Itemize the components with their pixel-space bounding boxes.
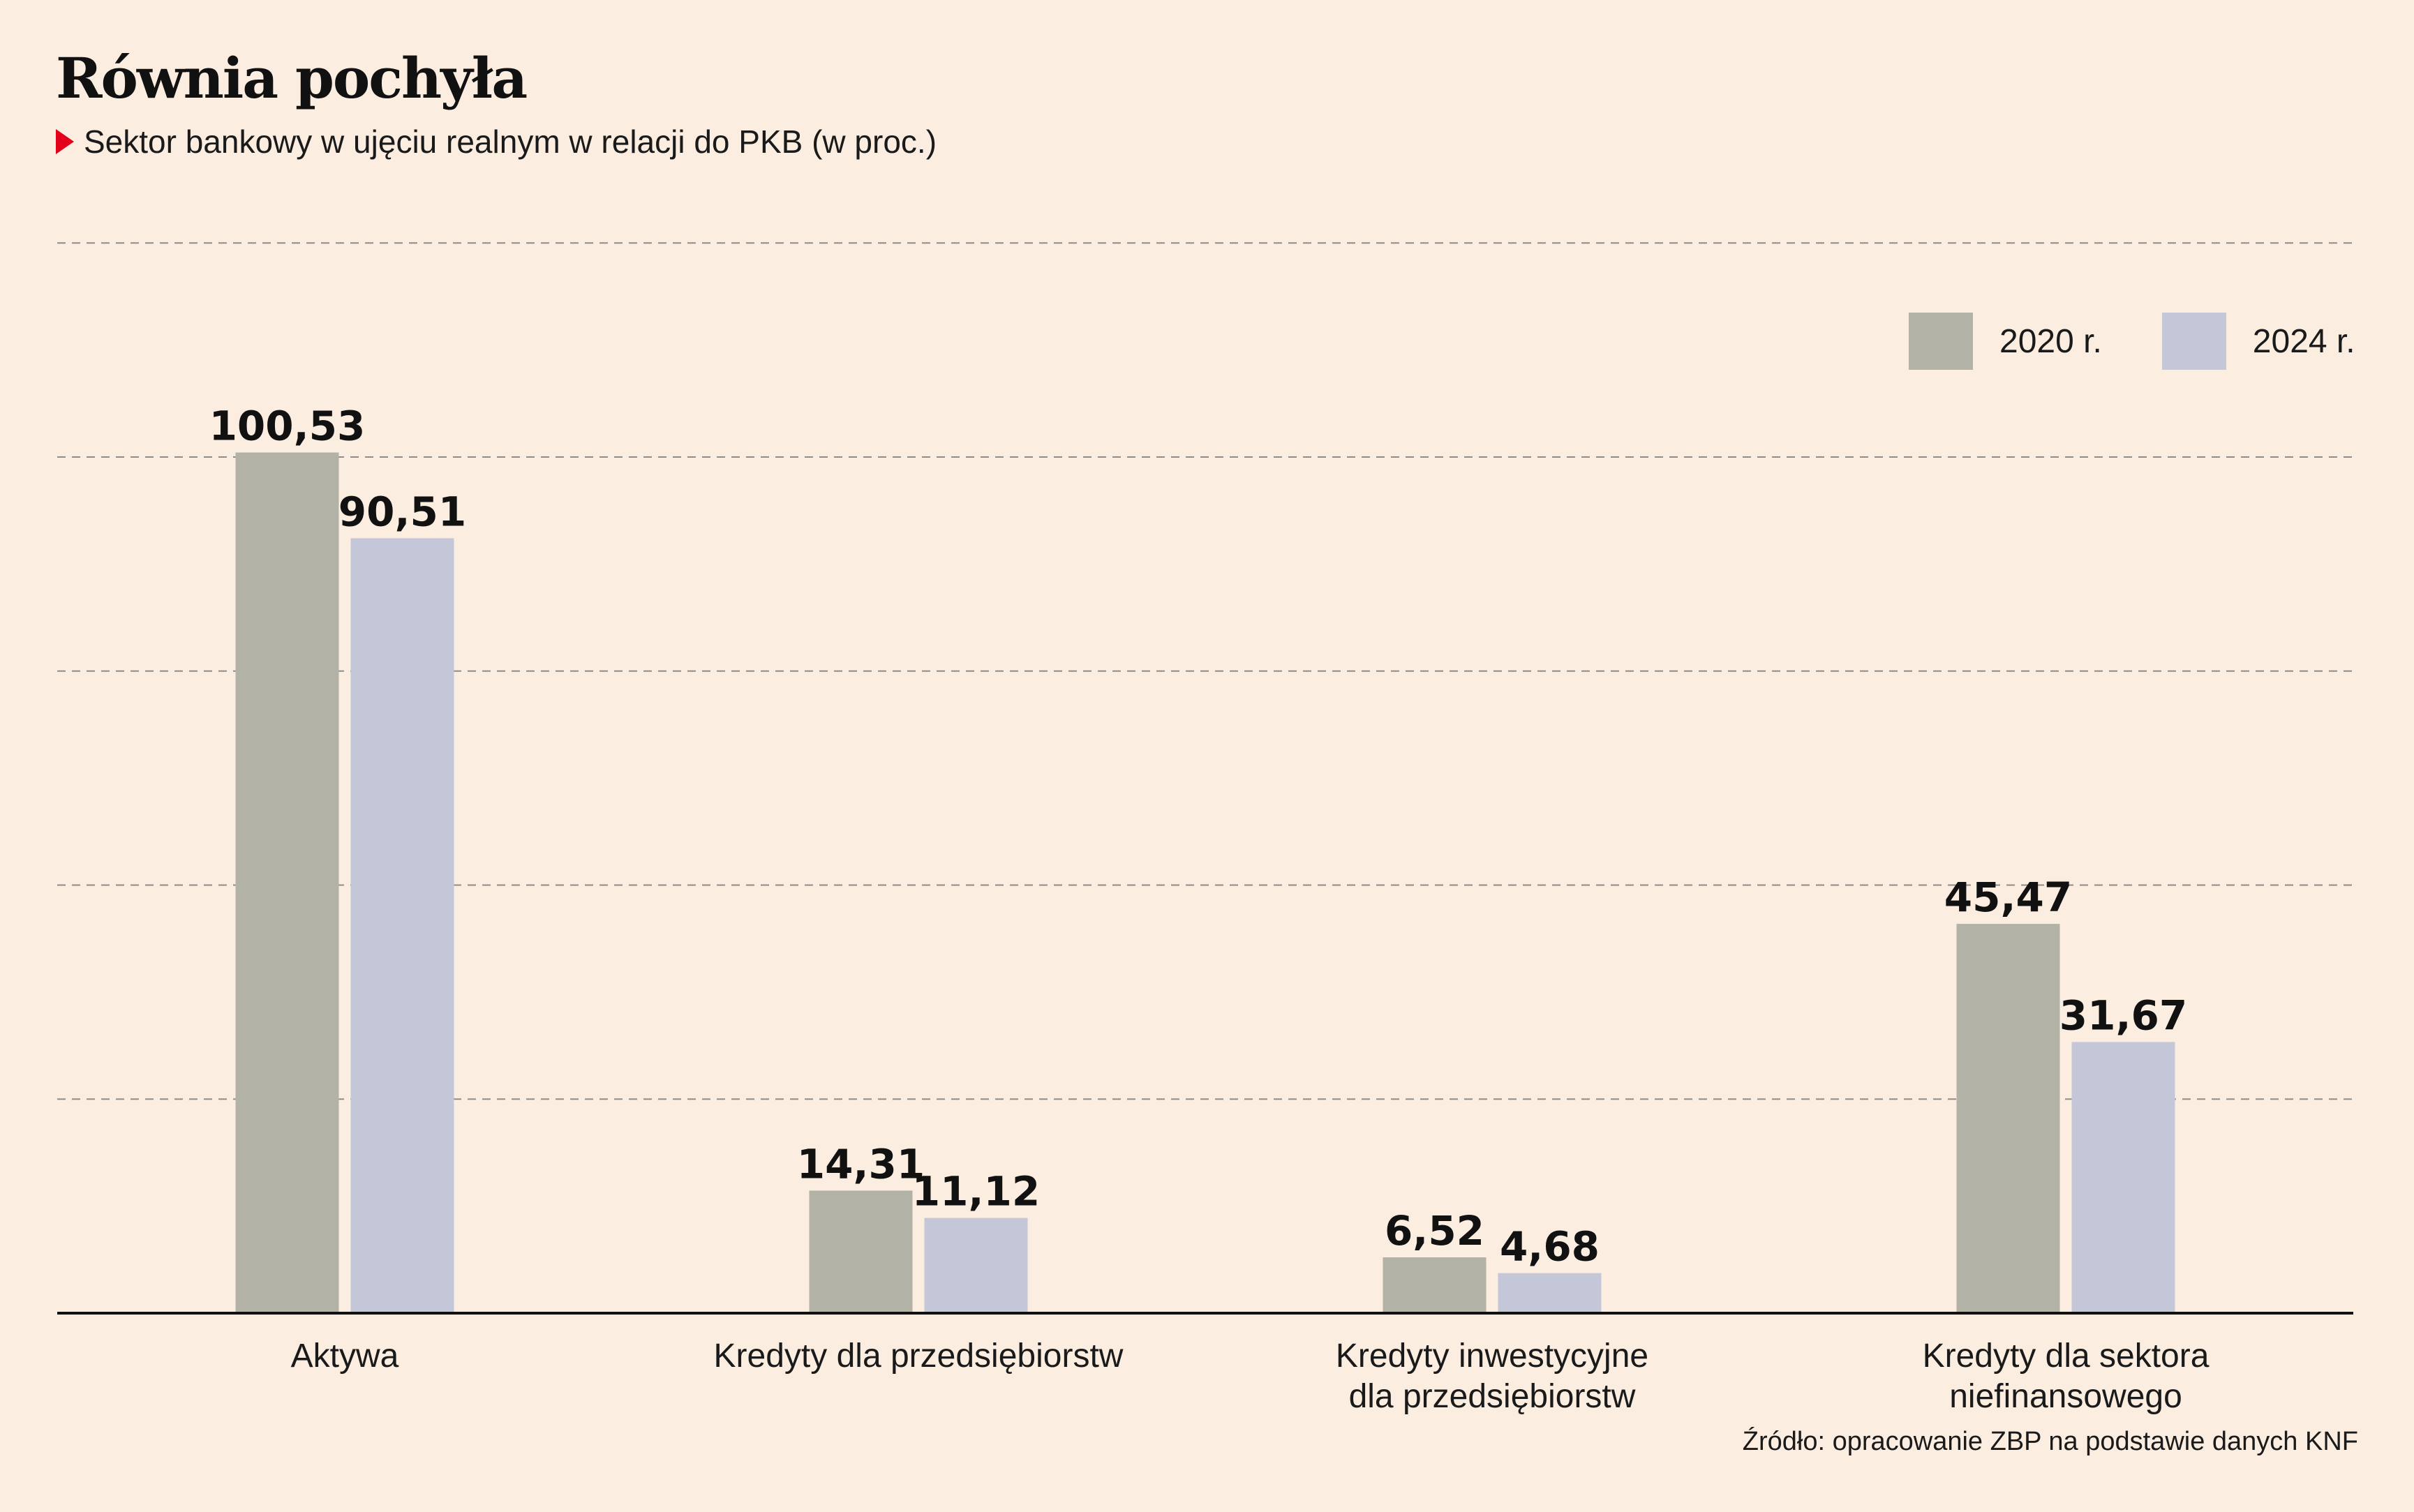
chart-title: Równia pochyła	[56, 45, 528, 111]
legend-label-2024: 2024 r.	[2252, 322, 2355, 360]
data-label: 31,67	[2059, 991, 2187, 1039]
red-triangle-icon	[56, 129, 74, 154]
bar-2024	[1498, 1273, 1602, 1313]
legend-label-2020: 2020 r.	[1999, 322, 2102, 360]
data-label: 100,53	[209, 402, 366, 449]
category-label: Kredyty dla przedsiębiorstw	[714, 1338, 1124, 1375]
bar-2020	[809, 1190, 913, 1313]
bar-2024	[350, 538, 454, 1313]
legend-item-2020: 2020 r.	[1909, 313, 2102, 370]
data-label: 6,52	[1385, 1207, 1484, 1255]
source-note: Źródło: opracowanie ZBP na podstawie dan…	[1742, 1427, 2358, 1456]
category-label: Kredyty inwestycyjne	[1336, 1338, 1648, 1375]
legend: 2020 r. 2024 r.	[1909, 313, 2355, 370]
bar-2020	[1956, 924, 2060, 1313]
subtitle-text: Sektor bankowy w ujęciu realnym w relacj…	[84, 123, 937, 160]
data-label: 90,51	[338, 488, 466, 535]
category-label: Kredyty dla sektora	[1923, 1338, 2210, 1375]
data-label: 14,31	[797, 1140, 925, 1188]
data-label: 4,68	[1500, 1223, 1600, 1271]
category-label: dla przedsiębiorstw	[1349, 1378, 1636, 1415]
chart-subtitle: Sektor bankowy w ujęciu realnym w relacj…	[56, 126, 937, 158]
legend-item-2024: 2024 r.	[2161, 313, 2355, 370]
bar-2020	[1383, 1257, 1487, 1313]
bar-2024	[924, 1218, 1028, 1313]
data-label: 45,47	[1944, 874, 2072, 921]
category-label: Aktywa	[291, 1338, 399, 1375]
bar-2024	[2071, 1042, 2175, 1313]
category-label: niefinansowego	[1949, 1378, 2182, 1415]
legend-swatch-2024	[2161, 313, 2226, 370]
data-label: 11,12	[912, 1168, 1040, 1215]
bar-2020	[235, 452, 339, 1314]
legend-swatch-2020	[1909, 313, 1973, 370]
